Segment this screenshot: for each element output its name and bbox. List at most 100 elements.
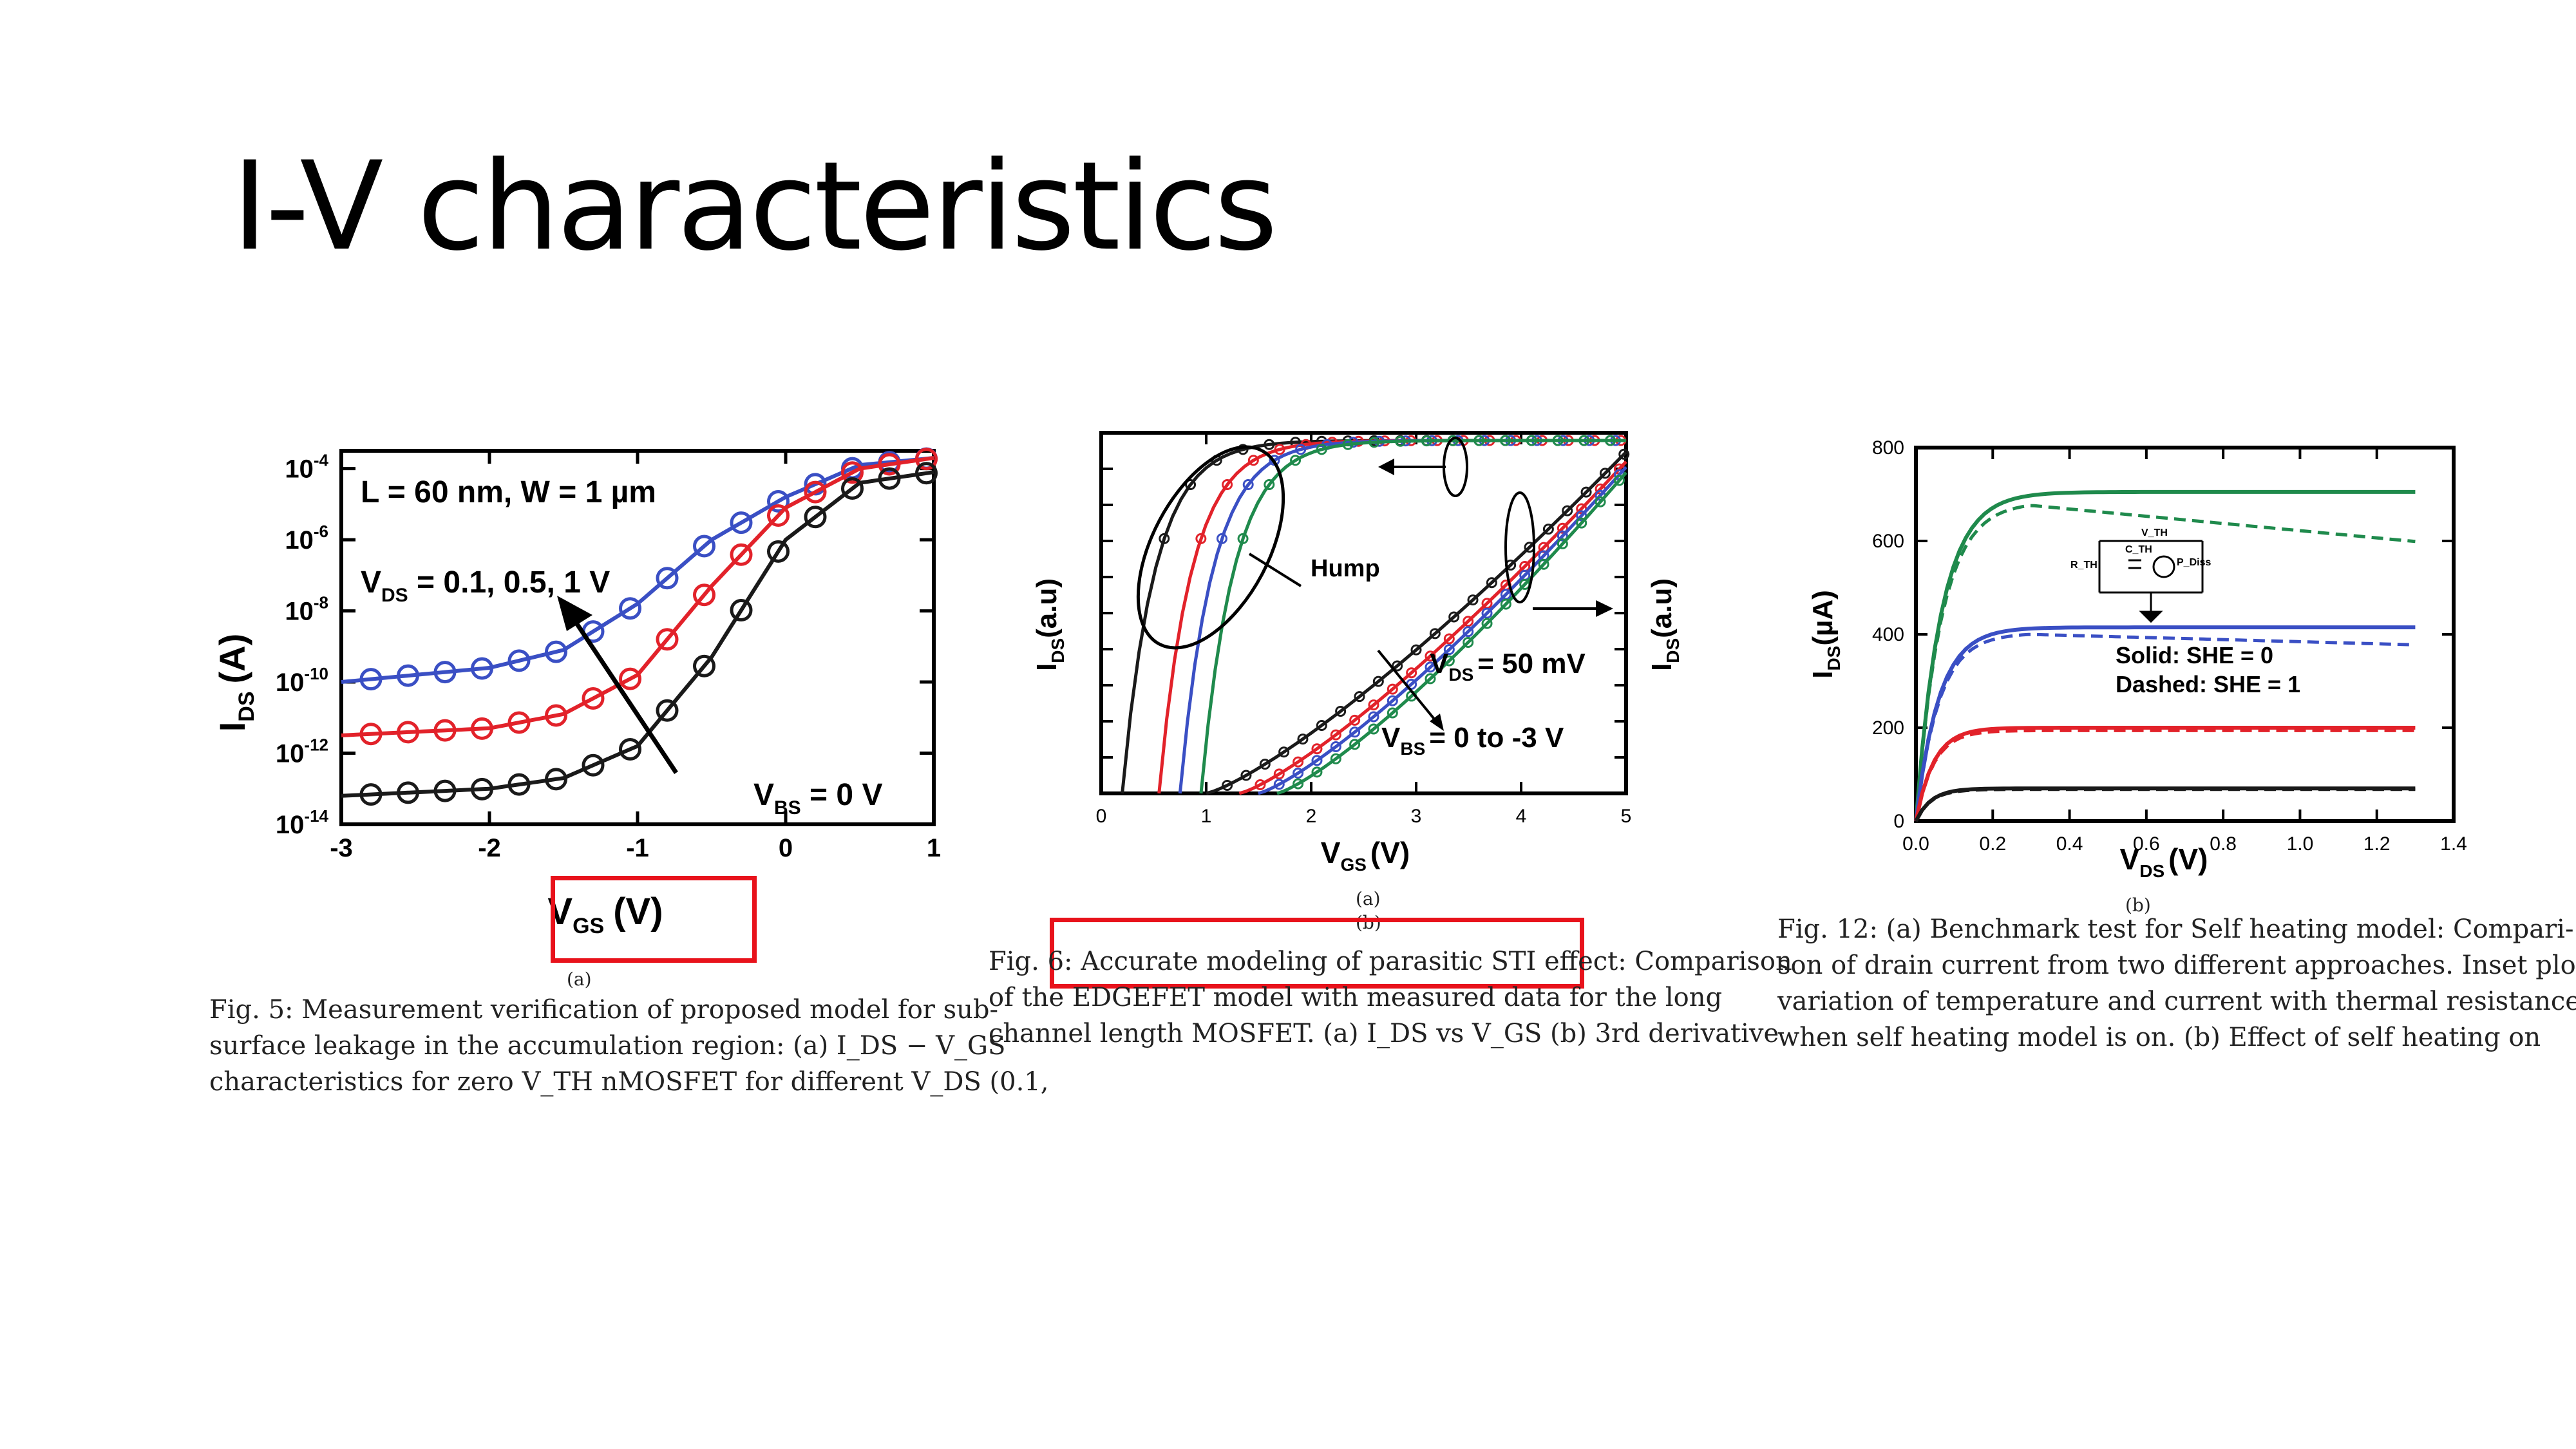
data-point xyxy=(1274,444,1285,455)
data-point xyxy=(1237,533,1249,544)
data-point xyxy=(507,773,531,796)
series-dashed-0 xyxy=(1914,504,2416,822)
hump-arrow xyxy=(1248,553,1302,587)
data-point xyxy=(1576,517,1587,529)
y-axis-label-left: IDS(a.u) xyxy=(1031,578,1068,671)
data-point xyxy=(1605,435,1616,446)
data-point xyxy=(1387,695,1398,706)
data-point xyxy=(471,777,493,800)
inset-thermal-circuit xyxy=(2098,540,2204,623)
data-point xyxy=(1354,691,1365,703)
legend-dashed: Dashed: SHE = 1 xyxy=(2116,671,2300,697)
data-point xyxy=(1443,633,1455,645)
y-tick-label: 10-8 xyxy=(285,593,328,626)
x-tick-label: 1 xyxy=(927,834,941,862)
data-point xyxy=(1392,660,1403,672)
x-tick-label: 0 xyxy=(779,834,793,862)
data-point xyxy=(1447,435,1459,446)
data-point xyxy=(1526,435,1537,446)
data-point xyxy=(397,721,419,744)
data-point xyxy=(1293,756,1304,768)
chart-ids-vgs-leakage: -3 -2 -1 0 1 10-4 10-6 10-8 10-10 10-12 10-14 L = … xyxy=(212,447,941,990)
data-point xyxy=(1273,779,1285,790)
caption-fig12: Fig. 12: (a) Benchmark test for Self hea… xyxy=(1777,914,2576,1052)
chart-ids-vgs-sti: 0 1 2 3 4 5 Hump VDS = 50 mV VBS = 0 to -3 V ID… xyxy=(1031,431,1683,933)
x-tick-label: 1.2 xyxy=(2363,833,2391,855)
data-point xyxy=(359,668,383,691)
data-point xyxy=(1481,618,1493,629)
y-tick-label: 400 xyxy=(1872,624,1904,645)
data-point xyxy=(1216,533,1227,544)
data-point xyxy=(507,711,531,734)
data-point xyxy=(582,687,605,710)
data-point xyxy=(1335,705,1347,717)
data-point xyxy=(1486,577,1497,589)
data-point xyxy=(619,597,641,620)
data-point xyxy=(1448,611,1460,623)
data-point xyxy=(1542,524,1554,535)
data-point xyxy=(878,453,901,476)
series-line-right-3 xyxy=(1276,471,1627,795)
data-point xyxy=(1330,753,1341,764)
data-point xyxy=(1500,435,1511,446)
data-point xyxy=(1311,755,1323,766)
hump-annotation: Hump xyxy=(1311,555,1380,582)
data-point xyxy=(1195,533,1207,544)
data-point xyxy=(1368,437,1380,448)
right-axis-ellipse xyxy=(1504,491,1535,603)
data-point xyxy=(1463,636,1474,648)
caption-fig5: Fig. 5: Measurement verification of prop… xyxy=(209,995,1049,1097)
data-point xyxy=(693,583,715,607)
series-solid-0 xyxy=(1914,489,2416,822)
data-point xyxy=(1599,468,1611,479)
y-tick-label: 10-4 xyxy=(285,451,328,484)
data-point xyxy=(1387,683,1398,695)
data-point xyxy=(1443,655,1455,667)
data-point xyxy=(1425,650,1436,662)
data-point xyxy=(619,667,641,690)
data-point xyxy=(1463,616,1474,627)
data-point xyxy=(1222,779,1233,791)
vbs-arrow xyxy=(1377,649,1437,723)
y-tick-label: 10-6 xyxy=(285,522,328,554)
y-tick-label: 800 xyxy=(1872,437,1904,459)
y-axis-label: IDS(A) xyxy=(212,634,259,732)
data-point xyxy=(1293,778,1304,790)
data-point xyxy=(1580,486,1592,498)
data-point xyxy=(545,704,567,727)
data-point xyxy=(507,649,531,672)
x-tick-label: 0 xyxy=(1096,806,1107,827)
y-tick-label: 10-10 xyxy=(276,664,328,697)
vbs-arrowhead xyxy=(1430,714,1444,731)
data-point xyxy=(1463,626,1474,638)
data-point xyxy=(1293,767,1304,779)
data-point xyxy=(878,467,901,490)
legend-solid: Solid: SHE = 0 xyxy=(2116,642,2273,668)
series-solid-2 xyxy=(1914,726,2416,822)
data-point xyxy=(1290,455,1302,466)
dims-annotation: L = 60 nm, W = 1 µm xyxy=(361,475,656,509)
left-axis-ellipse xyxy=(1443,437,1468,497)
x-tick-label: 0.2 xyxy=(1979,833,2006,855)
data-point xyxy=(471,717,493,740)
inset-label-cth: C_TH xyxy=(2125,544,2152,555)
data-point xyxy=(1349,714,1361,726)
data-point xyxy=(1330,729,1341,741)
data-point xyxy=(1552,435,1564,446)
data-point xyxy=(1473,435,1485,446)
x-axis-label: VDS (V) xyxy=(2120,842,2208,881)
data-point xyxy=(1425,673,1436,685)
inset-label-rth: R_TH xyxy=(2070,560,2098,571)
series-dashed-2 xyxy=(1914,728,2416,822)
data-point xyxy=(1349,739,1361,750)
data-point xyxy=(1395,435,1406,447)
y-tick-label: 200 xyxy=(1872,717,1904,739)
data-point xyxy=(1316,444,1327,455)
data-point xyxy=(1538,558,1549,570)
data-point xyxy=(1259,759,1271,770)
data-point xyxy=(1255,779,1266,791)
data-point xyxy=(804,480,827,504)
data-point xyxy=(1613,475,1625,486)
data-point xyxy=(1311,766,1323,778)
vds-arrowhead xyxy=(557,596,592,631)
